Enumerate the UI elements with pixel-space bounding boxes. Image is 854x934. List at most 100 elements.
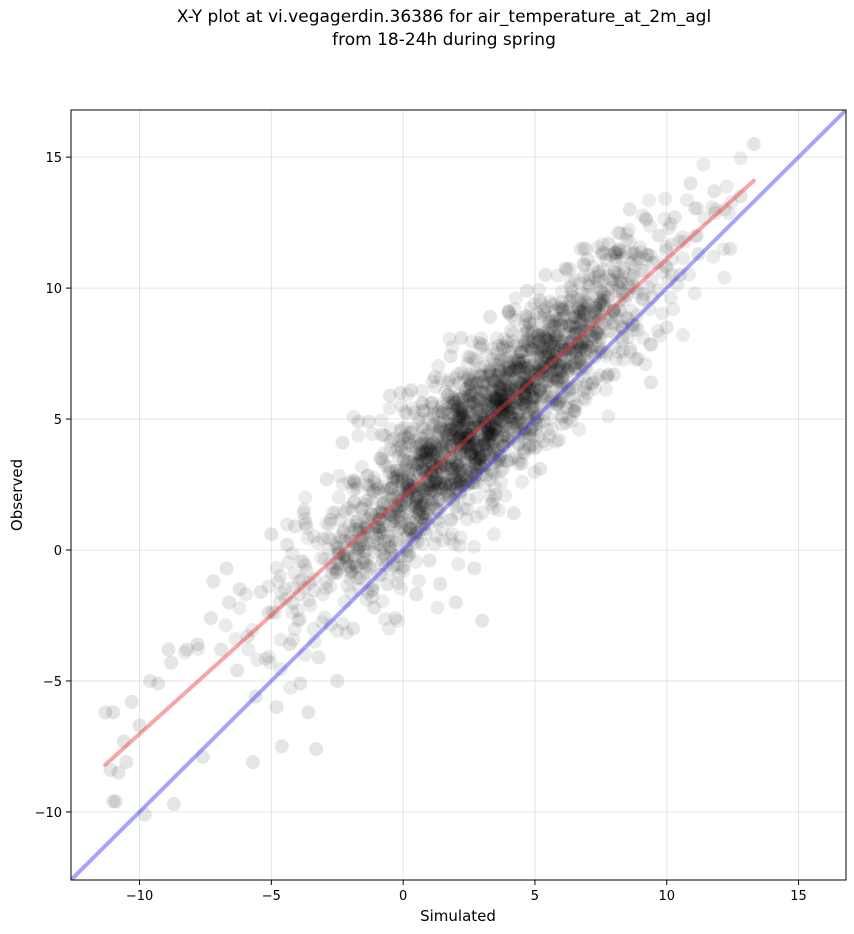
data-point: [491, 400, 506, 415]
data-point: [746, 137, 761, 152]
data-point: [661, 221, 676, 236]
data-point: [468, 451, 483, 466]
data-point: [454, 471, 469, 486]
data-point: [552, 357, 567, 372]
data-point: [568, 344, 583, 359]
data-point: [541, 345, 556, 360]
data-point: [465, 419, 480, 434]
data-point: [332, 469, 347, 484]
data-point: [644, 337, 659, 352]
data-point: [512, 410, 527, 425]
data-point: [502, 359, 517, 374]
data-point: [422, 553, 437, 568]
data-point: [391, 485, 406, 500]
data-point: [446, 536, 461, 551]
data-point: [602, 315, 617, 330]
data-point: [394, 510, 409, 525]
data-point: [469, 375, 484, 390]
data-point: [350, 541, 365, 556]
data-point: [488, 422, 503, 437]
data-point: [549, 363, 564, 378]
data-point: [371, 519, 386, 534]
data-point: [611, 301, 626, 316]
data-point: [537, 347, 552, 362]
data-point: [569, 345, 584, 360]
data-point: [565, 343, 580, 358]
data-point: [505, 430, 520, 445]
data-point: [556, 354, 571, 369]
data-point: [447, 471, 462, 486]
data-point: [435, 465, 450, 480]
data-point: [554, 363, 569, 378]
data-point: [455, 409, 470, 424]
data-point: [721, 205, 736, 220]
data-point: [448, 481, 463, 496]
grid-lines: [71, 110, 846, 880]
data-point: [568, 379, 583, 394]
data-point: [468, 452, 483, 467]
data-point: [418, 429, 433, 444]
data-point: [425, 447, 440, 462]
data-point: [416, 506, 431, 521]
data-point: [421, 502, 436, 517]
data-point: [394, 493, 409, 508]
data-point: [499, 404, 514, 419]
data-point: [573, 313, 588, 328]
data-point: [493, 365, 508, 380]
data-point: [593, 331, 608, 346]
data-point: [578, 392, 593, 407]
data-point: [433, 438, 448, 453]
data-point: [520, 361, 535, 376]
data-point: [452, 375, 467, 390]
data-point: [517, 374, 532, 389]
data-point: [383, 481, 398, 496]
data-point: [531, 429, 546, 444]
data-point: [491, 379, 506, 394]
data-point: [576, 269, 591, 284]
data-point: [513, 356, 528, 371]
data-point: [463, 350, 478, 365]
data-point: [488, 480, 503, 495]
data-point: [124, 694, 139, 709]
data-point: [575, 335, 590, 350]
data-point: [280, 517, 295, 532]
data-point: [450, 411, 465, 426]
data-point: [494, 378, 509, 393]
data-point: [563, 337, 578, 352]
data-point: [393, 423, 408, 438]
data-point: [230, 663, 245, 678]
data-point: [544, 393, 559, 408]
data-point: [548, 332, 563, 347]
data-point: [528, 417, 543, 432]
data-point: [442, 484, 457, 499]
data-point: [473, 459, 488, 474]
data-point: [525, 324, 540, 339]
data-point: [619, 245, 634, 260]
data-point: [445, 398, 460, 413]
data-point: [464, 464, 479, 479]
data-point: [523, 364, 538, 379]
data-point: [486, 352, 501, 367]
data-point: [547, 392, 562, 407]
data-point: [471, 459, 486, 474]
data-point: [611, 225, 626, 240]
data-point: [472, 451, 487, 466]
data-point: [245, 755, 260, 770]
data-point: [588, 306, 603, 321]
data-point: [508, 449, 523, 464]
data-point: [396, 504, 411, 519]
data-point: [535, 339, 550, 354]
data-point: [354, 532, 369, 547]
data-point: [544, 365, 559, 380]
data-point: [548, 369, 563, 384]
data-point: [362, 558, 377, 573]
data-point: [340, 501, 355, 516]
data-point: [349, 477, 364, 492]
data-point: [253, 584, 268, 599]
data-point: [479, 438, 494, 453]
data-point: [484, 467, 499, 482]
data-point: [403, 486, 418, 501]
data-point: [619, 310, 634, 325]
data-point: [219, 561, 234, 576]
data-point: [404, 473, 419, 488]
